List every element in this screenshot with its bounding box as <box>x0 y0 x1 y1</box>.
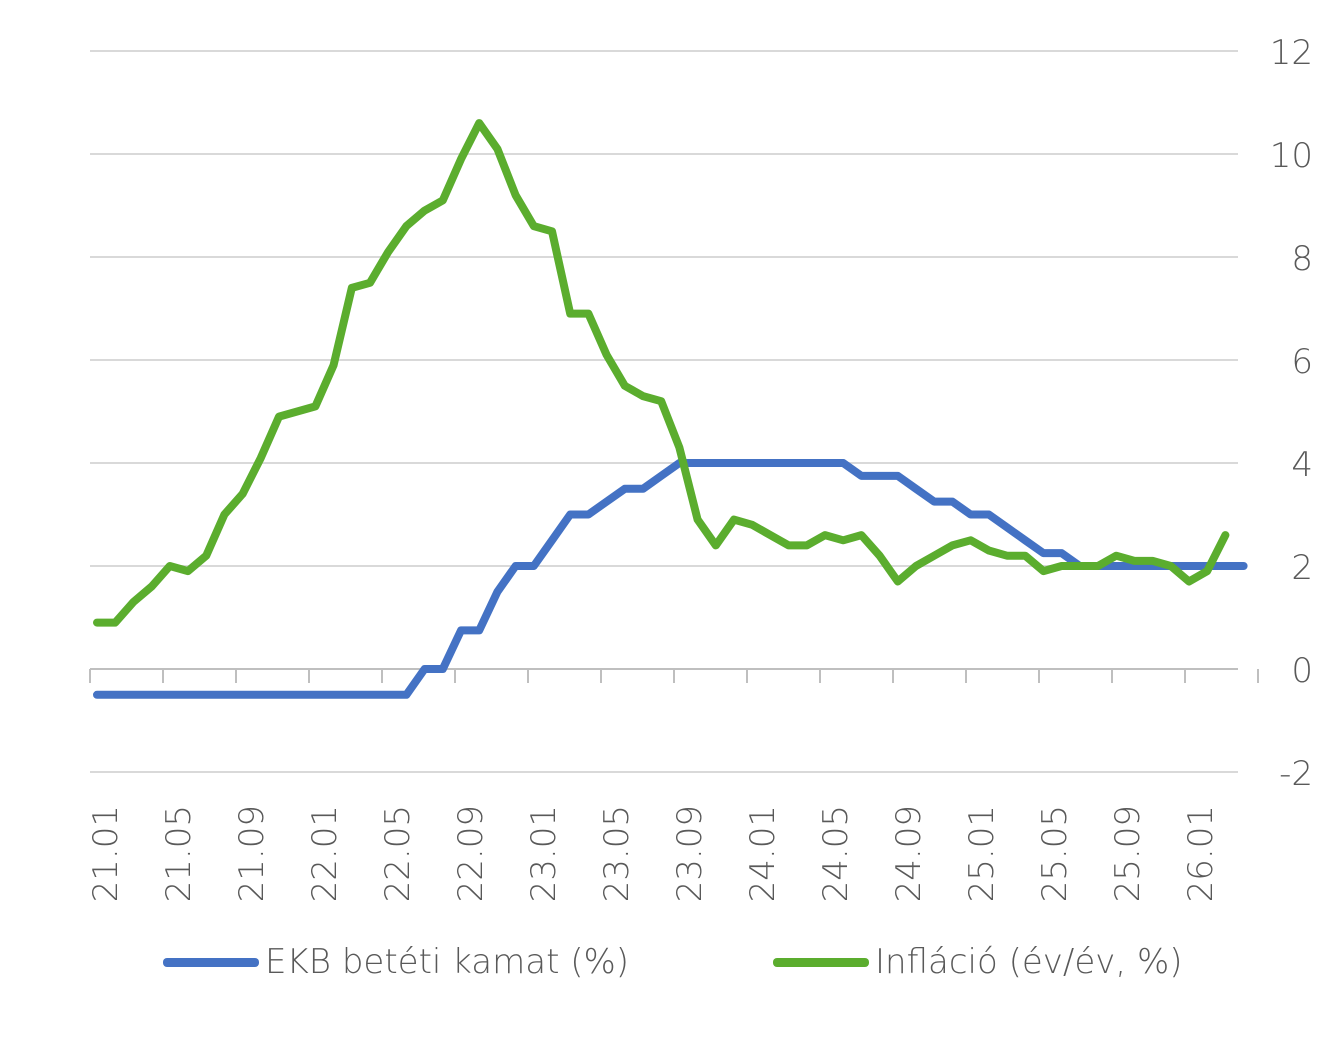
legend-item-inflacio: Infláció (év/év, %) <box>773 942 1183 982</box>
x-tick-label: 23.05 <box>597 805 637 902</box>
series-line-inflacio <box>93 119 1230 627</box>
x-tick-label: 26.01 <box>1181 805 1221 902</box>
y-tick-label: 4 <box>1291 445 1313 485</box>
legend-label-inflacio: Infláció (év/év, %) <box>875 942 1183 982</box>
x-tick-label: 21.01 <box>86 805 126 902</box>
x-tick-label: 21.09 <box>232 805 272 902</box>
x-tick-label: 25.09 <box>1108 805 1148 902</box>
x-tick-label: 23.01 <box>524 805 564 902</box>
x-tick-label: 25.05 <box>1035 805 1075 902</box>
x-tick-label: 22.01 <box>305 805 345 902</box>
y-tick-label: 0 <box>1291 651 1313 691</box>
gridlines <box>90 50 1238 773</box>
series-line-ekb <box>93 459 1248 699</box>
legend-swatch-inflacio <box>773 957 869 967</box>
y-axis-ticks: 12 10 8 6 4 2 0 -2 <box>1270 33 1313 794</box>
y-tick-label: 2 <box>1291 548 1313 588</box>
y-tick-label: 10 <box>1270 136 1313 176</box>
x-tick-label: 24.01 <box>743 805 783 902</box>
legend-swatch-ekb <box>163 957 259 967</box>
legend-item-ekb: EKB betéti kamat (%) <box>163 942 629 982</box>
x-tick-label: 21.05 <box>159 805 199 902</box>
x-axis: 21.01 21.05 21.09 22.01 22.05 22.09 23.01 23.05… <box>86 669 1259 902</box>
y-tick-label: 12 <box>1270 33 1313 73</box>
y-tick-label: -2 <box>1279 754 1313 794</box>
y-tick-label: 8 <box>1291 239 1313 279</box>
x-tick-label: 23.09 <box>670 805 710 902</box>
legend-label-ekb: EKB betéti kamat (%) <box>265 942 630 982</box>
x-tick-label: 24.09 <box>889 805 929 902</box>
legend: EKB betéti kamat (%) Infláció (év/év, %) <box>0 942 1337 1002</box>
line-chart: 12 10 8 6 4 2 0 -2 21.01 21.05 21.09 22.01 22.05 22.… <box>86 33 1313 902</box>
x-tick-label: 25.01 <box>962 805 1002 902</box>
x-tick-label: 22.09 <box>451 805 491 902</box>
series-lines <box>93 119 1248 699</box>
x-tick-label: 24.05 <box>816 805 856 902</box>
x-tick-label: 22.05 <box>378 805 418 902</box>
y-tick-label: 6 <box>1291 342 1313 382</box>
